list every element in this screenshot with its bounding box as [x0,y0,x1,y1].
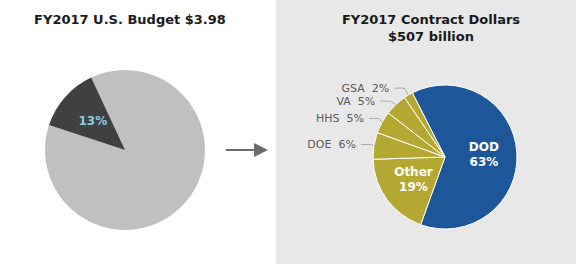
svg-text:DOE 6%: DOE 6% [307,138,356,151]
svg-text:13%: 13% [78,114,107,128]
svg-text:$507 billion: $507 billion [388,29,474,44]
svg-text:Other: Other [394,165,433,179]
svg-text:DOD: DOD [469,140,499,154]
svg-text:FY2017 U.S. Budget $3.98: FY2017 U.S. Budget $3.98 [34,12,226,27]
svg-text:HHS 5%: HHS 5% [316,112,364,125]
svg-text:GSA 2%: GSA 2% [342,82,390,95]
svg-text:63%: 63% [470,155,499,169]
svg-text:FY2017 Contract Dollars: FY2017 Contract Dollars [342,12,520,27]
svg-text:19%: 19% [399,180,428,194]
svg-text:VA 5%: VA 5% [337,95,376,108]
